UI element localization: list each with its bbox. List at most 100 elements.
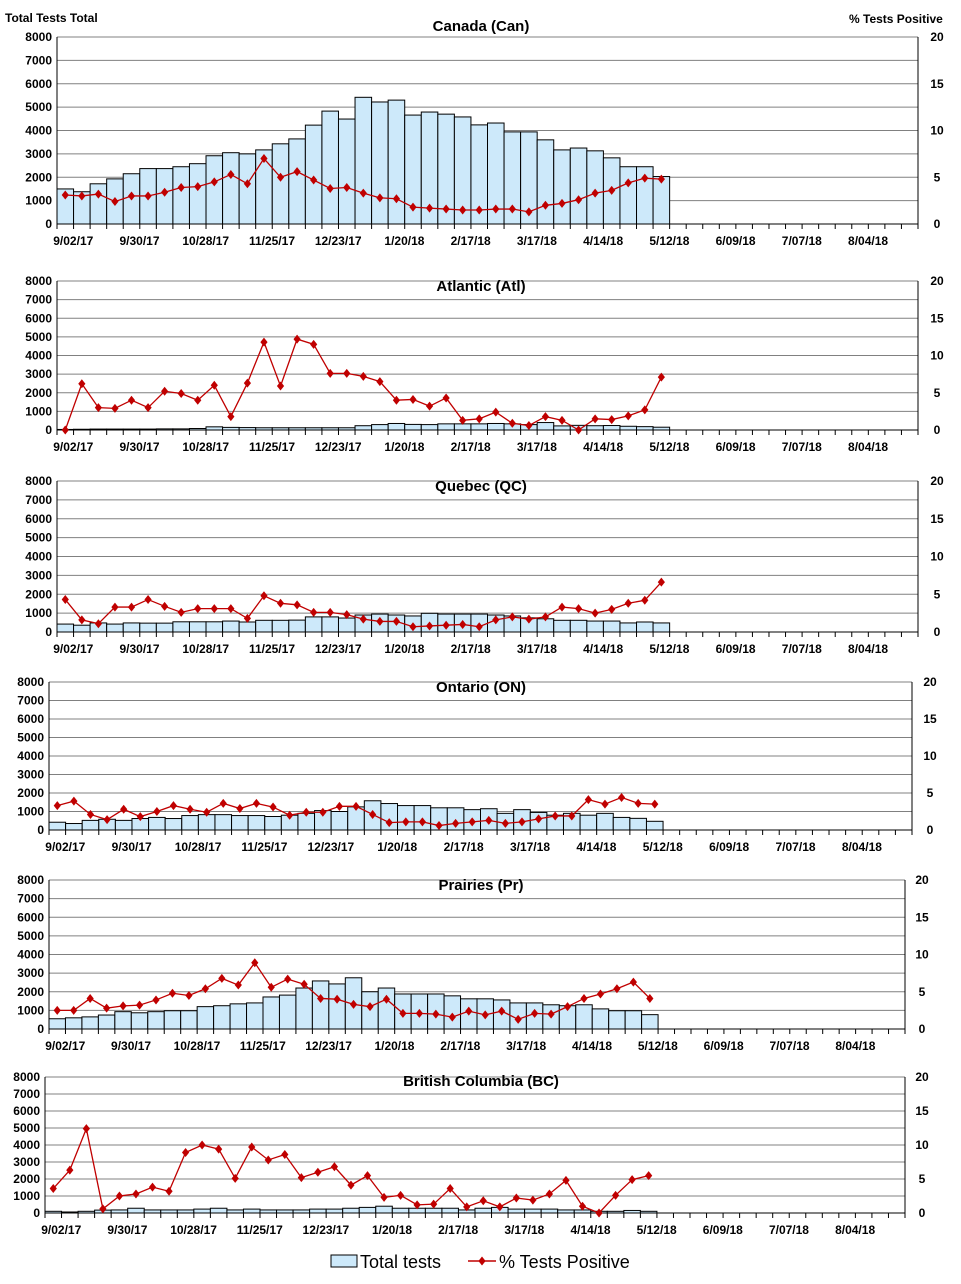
marker-pct-positive — [547, 1009, 555, 1019]
panel-2: 0 1000 2000 3000 4000 5000 6000 7000 8000 0 5 10 15 2… — [25, 274, 944, 454]
bar-total-tests — [602, 425, 621, 431]
bar-total-tests — [288, 619, 306, 633]
x-tick-label: 11/25/17 — [249, 440, 295, 454]
bar-total-tests — [197, 814, 216, 831]
left-axis-title: Total Tests Total — [5, 11, 98, 25]
x-tick-label: 10/28/17 — [182, 440, 229, 454]
marker-pct-positive — [545, 1189, 554, 1199]
legend-marker-swatch — [478, 1256, 486, 1266]
marker-pct-positive — [276, 172, 285, 182]
marker-pct-positive — [558, 415, 566, 425]
marker-pct-positive — [409, 394, 417, 404]
x-tick-label: 8/04/18 — [835, 1223, 875, 1237]
x-tick-label: 9/30/17 — [119, 642, 159, 656]
bar-total-tests — [213, 1005, 231, 1030]
y-left-tick-label: 8000 — [25, 30, 52, 44]
y-right-tick-label: 0 — [919, 1022, 926, 1036]
marker-pct-positive — [293, 600, 301, 610]
marker-pct-positive — [584, 795, 592, 805]
x-tick-label: 11/25/17 — [249, 642, 295, 656]
x-tick-label: 8/04/18 — [848, 642, 888, 656]
y-left-tick-label: 6000 — [17, 910, 44, 924]
y-right-tick-label: 20 — [930, 30, 944, 44]
marker-pct-positive — [260, 154, 268, 164]
bar-total-tests — [608, 1010, 626, 1030]
y-left-tick-label: 3000 — [17, 768, 44, 782]
y-left-tick-label: 5000 — [25, 330, 52, 344]
bar-total-tests — [247, 815, 266, 831]
x-tick-label: 9/02/17 — [53, 642, 93, 656]
x-tick-label: 3/17/18 — [517, 440, 557, 454]
y-left-tick-label: 0 — [33, 1206, 40, 1220]
x-tick-label: 9/30/17 — [119, 234, 159, 248]
y-left-tick-label: 6000 — [25, 512, 52, 526]
bar-total-tests — [420, 424, 439, 431]
marker-pct-positive — [624, 598, 632, 608]
marker-pct-positive — [326, 183, 334, 193]
x-tick-label: 6/09/18 — [716, 234, 756, 248]
bar-total-tests — [271, 143, 290, 225]
marker-pct-positive — [227, 169, 235, 179]
x-tick-label: 2/17/18 — [451, 440, 491, 454]
marker-pct-positive — [144, 191, 152, 201]
x-tick-label: 5/12/18 — [649, 440, 689, 454]
y-left-tick-label: 2000 — [25, 170, 52, 184]
y-right-tick-label: 15 — [915, 1104, 929, 1118]
x-tick-label: 4/14/18 — [583, 642, 623, 656]
marker-pct-positive — [475, 205, 483, 215]
y-left-tick-label: 0 — [45, 217, 52, 231]
marker-pct-positive — [430, 1199, 438, 1209]
y-left-tick-label: 8000 — [25, 474, 52, 488]
marker-pct-positive — [645, 1171, 653, 1181]
bar-total-tests — [553, 425, 571, 431]
bar-total-tests — [65, 823, 83, 831]
x-tick-label: 3/17/18 — [510, 840, 550, 854]
bar-total-tests — [97, 1014, 116, 1030]
bar-total-tests — [122, 622, 141, 633]
panel-title: Prairies (Pr) — [438, 877, 523, 894]
marker-pct-positive — [99, 1204, 107, 1214]
marker-pct-positive — [382, 994, 391, 1004]
bar-total-tests — [443, 995, 462, 1030]
x-tick-label: 3/17/18 — [517, 642, 557, 656]
marker-pct-positive — [236, 804, 244, 814]
panel-3: 0 1000 2000 3000 4000 5000 6000 7000 8000 0 5 10 15 2… — [25, 474, 944, 656]
marker-pct-positive — [319, 807, 327, 817]
marker-pct-positive — [574, 425, 583, 435]
y-right-tick-label: 10 — [930, 124, 944, 138]
marker-pct-positive — [198, 1140, 206, 1150]
y-left-tick-label: 2000 — [13, 1172, 40, 1186]
y-left-tick-label: 3000 — [25, 147, 52, 161]
bar-total-tests — [278, 994, 297, 1030]
bar-total-tests — [231, 815, 249, 831]
y-right-tick-label: 10 — [915, 948, 929, 962]
bar-total-tests — [214, 814, 233, 831]
marker-pct-positive — [61, 425, 69, 435]
bar-total-tests — [536, 422, 555, 431]
marker-pct-positive — [641, 173, 649, 183]
bar-total-tests — [193, 1208, 211, 1214]
y-left-tick-label: 1000 — [25, 194, 52, 208]
marker-pct-positive — [413, 1200, 421, 1210]
bar-total-tests — [652, 622, 671, 633]
marker-pct-positive — [210, 380, 218, 390]
bar-total-tests — [619, 166, 638, 225]
marker-pct-positive — [82, 1124, 90, 1134]
y-left-tick-label: 4000 — [25, 550, 52, 564]
marker-pct-positive — [293, 334, 301, 344]
marker-pct-positive — [310, 339, 318, 349]
x-tick-label: 1/20/18 — [377, 840, 417, 854]
x-tick-label: 6/09/18 — [709, 840, 749, 854]
x-tick-label: 9/02/17 — [53, 440, 93, 454]
x-tick-label: 5/12/18 — [649, 234, 689, 248]
marker-pct-positive — [425, 621, 434, 631]
marker-pct-positive — [518, 817, 526, 827]
x-tick-label: 12/23/17 — [305, 1039, 352, 1053]
y-right-tick-label: 0 — [934, 217, 941, 231]
marker-pct-positive — [215, 1144, 223, 1154]
marker-pct-positive — [525, 614, 533, 624]
marker-pct-positive — [243, 378, 252, 388]
y-left-tick-label: 2000 — [25, 386, 52, 400]
panel-title: British Columbia (BC) — [403, 1073, 559, 1090]
y-right-tick-label: 15 — [930, 311, 944, 325]
